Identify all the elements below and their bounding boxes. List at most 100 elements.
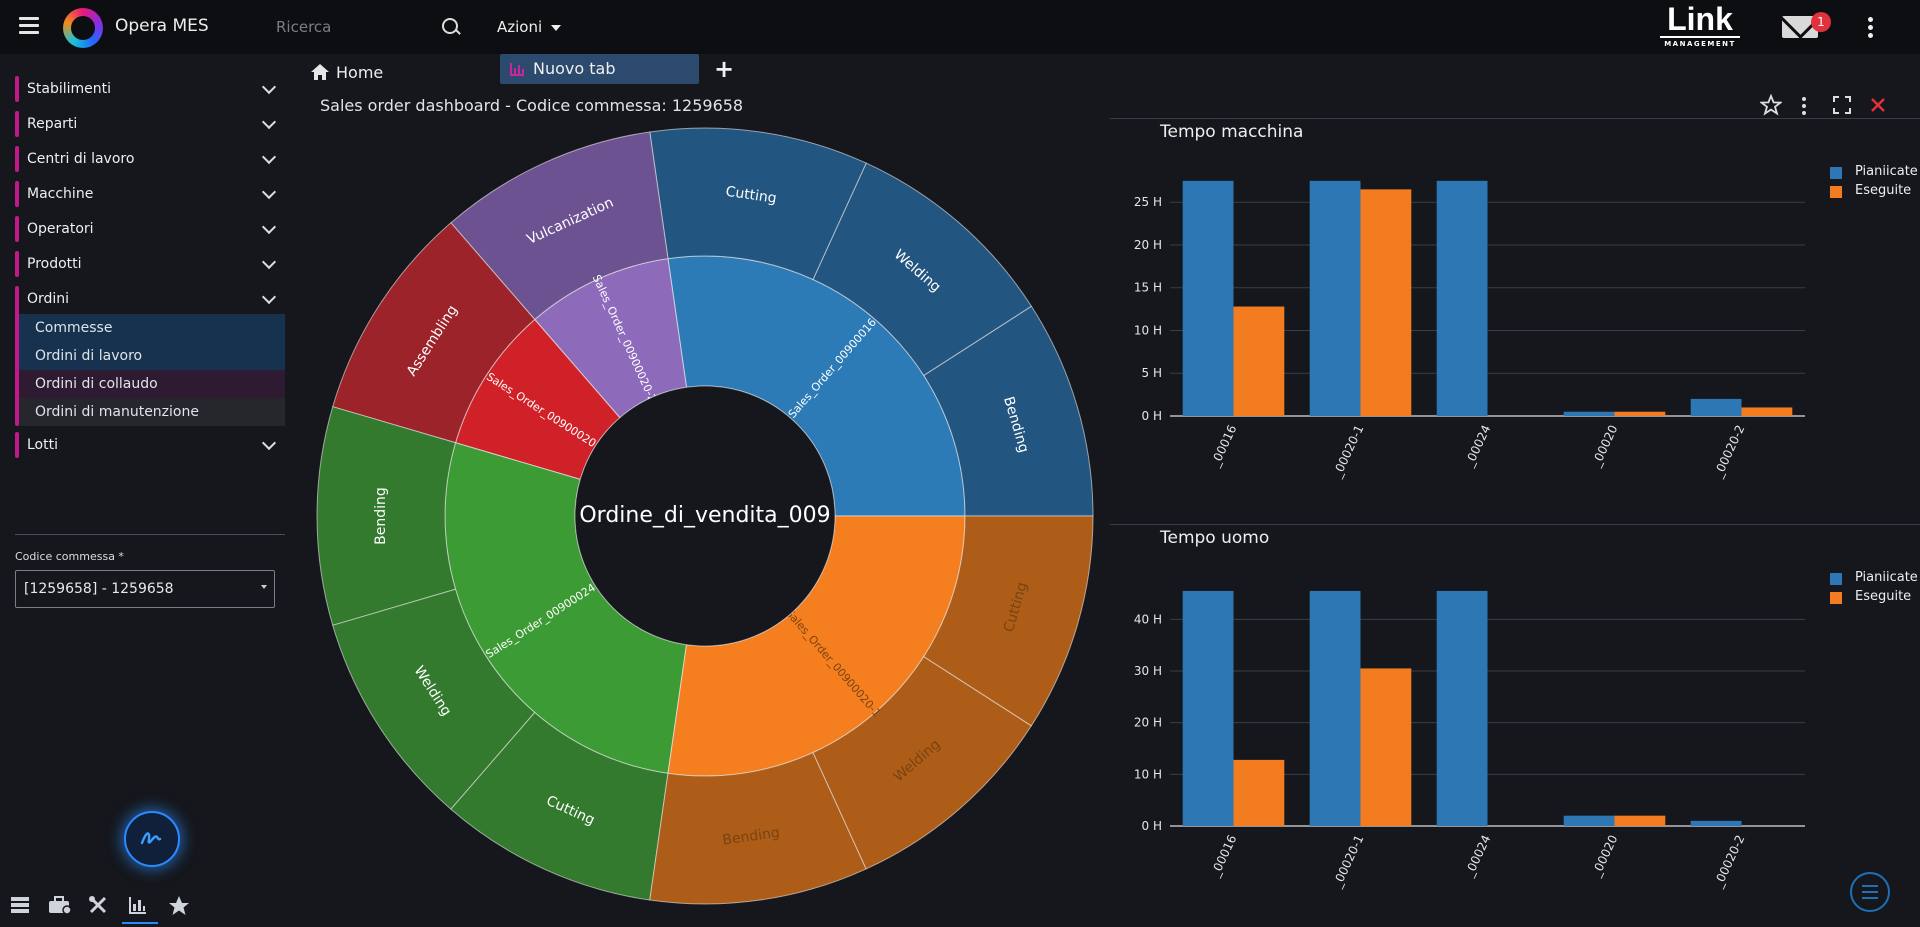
y-tick-label: 10 H: [1134, 323, 1162, 337]
bar-chart-tempo-uomo: 0 H 10 H 20 H 30 H 40 H _00016 _00020-1 _00024 _…: [1134, 590, 1805, 891]
actions-label: Azioni: [497, 18, 543, 36]
server-icon[interactable]: [10, 895, 32, 917]
x-tick-label: _00020-2: [1711, 423, 1748, 481]
sidebar-item-macchine[interactable]: Macchine: [15, 181, 285, 207]
search-box[interactable]: [272, 14, 462, 40]
bar[interactable]: [1614, 411, 1666, 416]
bar[interactable]: [1436, 180, 1488, 416]
bar[interactable]: [1360, 668, 1412, 826]
chart-title-tempo-uomo: Tempo uomo: [1160, 528, 1270, 548]
tools-icon[interactable]: [88, 895, 110, 917]
tab-nuovo-tab[interactable]: Nuovo tab: [500, 54, 699, 84]
y-tick-label: 15 H: [1134, 281, 1162, 295]
home-icon: [311, 64, 329, 80]
chevron-down-icon[interactable]: [261, 289, 277, 305]
sidebar-item-label: Centri di lavoro: [27, 151, 135, 167]
x-tick-label: _00016: [1208, 423, 1240, 470]
bar[interactable]: [1360, 189, 1412, 416]
sidebar-subitem-ordini-di-lavoro[interactable]: Ordini di lavoro: [19, 342, 285, 370]
search-input[interactable]: [272, 14, 440, 40]
actions-menu[interactable]: Azioni: [497, 18, 562, 36]
sidebar-item-label: Operatori: [27, 221, 94, 237]
legend-swatch: [1830, 592, 1842, 604]
x-tick-label: _00020: [1589, 833, 1621, 880]
assistant-button[interactable]: [124, 811, 180, 867]
tab-new-label: Nuovo tab: [533, 59, 616, 78]
sidebar-item-label: Macchine: [27, 186, 94, 202]
notification-badge[interactable]: 1: [1811, 12, 1831, 32]
bar[interactable]: [1233, 306, 1285, 416]
bar[interactable]: [1690, 820, 1742, 826]
star-outline-icon[interactable]: [1760, 94, 1782, 116]
mail-icon[interactable]: [1782, 16, 1818, 38]
x-tick-label: _00020-1: [1330, 423, 1367, 481]
sidebar-item-lotti[interactable]: Lotti: [15, 432, 285, 458]
sunburst-segment-outer[interactable]: [923, 515, 1094, 727]
sidebar-item-stabilimenti[interactable]: Stabilimenti: [15, 76, 285, 102]
menu-icon[interactable]: [19, 17, 39, 35]
sidebar-subitem-ordini-di-manutenzione[interactable]: Ordini di manutenzione: [19, 398, 285, 426]
item-marker: [15, 216, 19, 242]
fullscreen-icon[interactable]: [1833, 96, 1851, 114]
caret-down-icon: [551, 24, 562, 31]
sidebar-item-label: Prodotti: [27, 256, 82, 272]
legend-swatch: [1830, 186, 1842, 198]
item-marker: [15, 432, 19, 458]
list-menu-button[interactable]: [1850, 872, 1890, 912]
bar[interactable]: [1614, 815, 1666, 826]
star-icon[interactable]: [168, 895, 190, 917]
sidebar-item-reparti[interactable]: Reparti: [15, 111, 285, 137]
bar[interactable]: [1233, 759, 1285, 826]
item-marker: [15, 76, 19, 102]
panel-separator: [1110, 524, 1920, 525]
sidebar-item-operatori[interactable]: Operatori: [15, 216, 285, 242]
chevron-down-icon[interactable]: [261, 254, 277, 270]
y-tick-label: 25 H: [1134, 195, 1162, 209]
chevron-down-icon[interactable]: [261, 435, 277, 451]
sidebar-item-ordini[interactable]: Ordini: [15, 286, 285, 426]
chevron-down-icon[interactable]: [261, 79, 277, 95]
bar[interactable]: [1563, 815, 1615, 826]
bar[interactable]: [1563, 411, 1615, 416]
legend-label: Eseguite: [1855, 589, 1912, 604]
chevron-down-icon[interactable]: [261, 114, 277, 130]
search-icon[interactable]: [442, 18, 458, 34]
sidebar-subitem-commesse[interactable]: Commesse: [19, 314, 285, 342]
sidebar-item-centri-di-lavoro[interactable]: Centri di lavoro: [15, 146, 285, 172]
sidebar-item-label: Lotti: [27, 437, 58, 453]
item-marker: [15, 146, 19, 172]
sunburst-center[interactable]: [574, 385, 836, 647]
brand-main: Link: [1667, 1, 1733, 37]
app-logo: [63, 8, 103, 48]
bar[interactable]: [1182, 590, 1234, 826]
bar[interactable]: [1309, 590, 1361, 826]
sidebar-divider: [15, 534, 285, 535]
sidebar-item-prodotti[interactable]: Prodotti: [15, 251, 285, 277]
tab-home[interactable]: Home: [310, 58, 470, 88]
sidebar-subitem-ordini-di-collaudo[interactable]: Ordini di collaudo: [19, 370, 285, 398]
toolbox-icon[interactable]: [48, 895, 72, 917]
chevron-down-icon[interactable]: [261, 219, 277, 235]
bar[interactable]: [1182, 180, 1234, 416]
signature-icon: [140, 832, 162, 845]
x-tick-label: _00024: [1462, 833, 1494, 880]
bar[interactable]: [1309, 180, 1361, 416]
x-tick-label: _00020-2: [1711, 833, 1748, 891]
more-options-icon[interactable]: [1868, 17, 1873, 41]
chart-icon[interactable]: [122, 895, 158, 924]
legend-label: Pianiicate: [1855, 570, 1918, 585]
more-vertical-icon[interactable]: [1800, 96, 1808, 116]
item-marker: [15, 286, 19, 426]
y-tick-label: 20 H: [1134, 238, 1162, 252]
chevron-down-icon[interactable]: [261, 184, 277, 200]
bar[interactable]: [1741, 407, 1793, 416]
x-tick-label: _00020-1: [1330, 833, 1367, 891]
codice-commessa-select[interactable]: [1259658] - 1259658: [15, 570, 275, 608]
add-tab-button[interactable]: +: [714, 55, 735, 83]
bar[interactable]: [1690, 398, 1742, 416]
chevron-down-icon[interactable]: [261, 149, 277, 165]
close-icon[interactable]: [1870, 97, 1886, 113]
panel-separator: [1110, 118, 1920, 119]
sidebar-subitem-label: Commesse: [35, 320, 113, 336]
bar[interactable]: [1436, 590, 1488, 826]
